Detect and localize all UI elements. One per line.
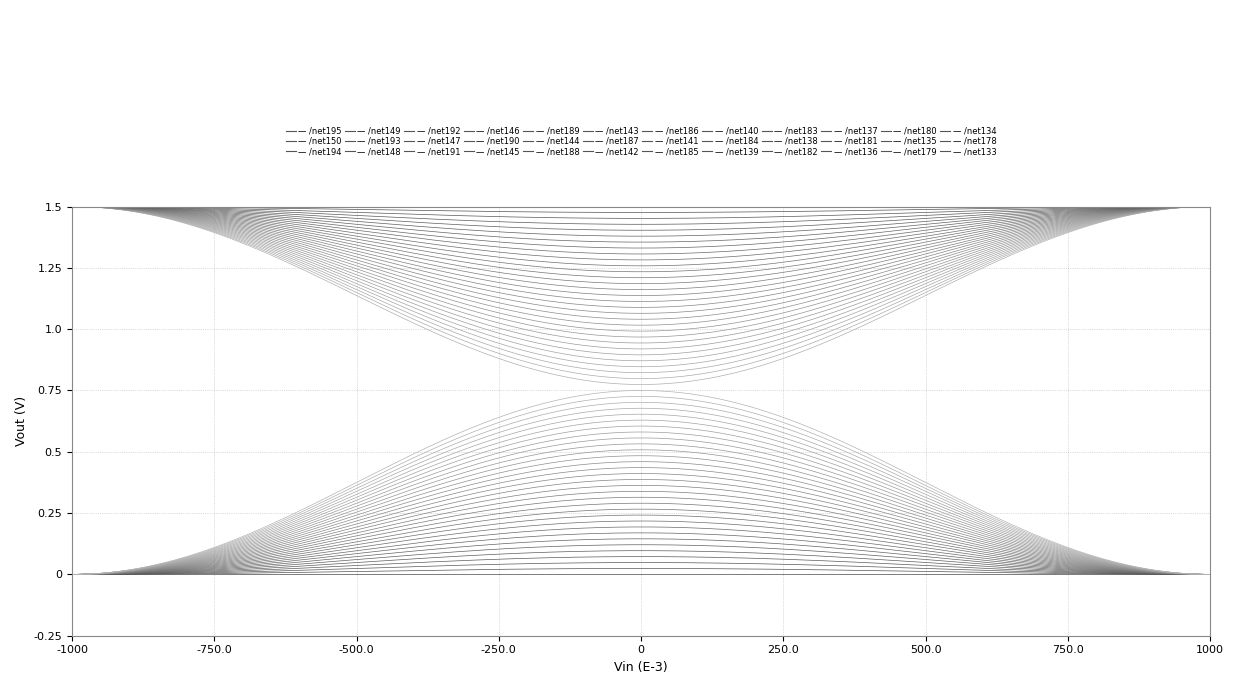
Legend: — /net195, — /net150, — /net194, — /net149, — /net193, — /net148, — /net192, — /: — /net195, — /net150, — /net194, — /net1… (284, 125, 999, 158)
X-axis label: Vin (E-3): Vin (E-3) (615, 661, 668, 674)
Y-axis label: Vout (V): Vout (V) (15, 396, 28, 446)
